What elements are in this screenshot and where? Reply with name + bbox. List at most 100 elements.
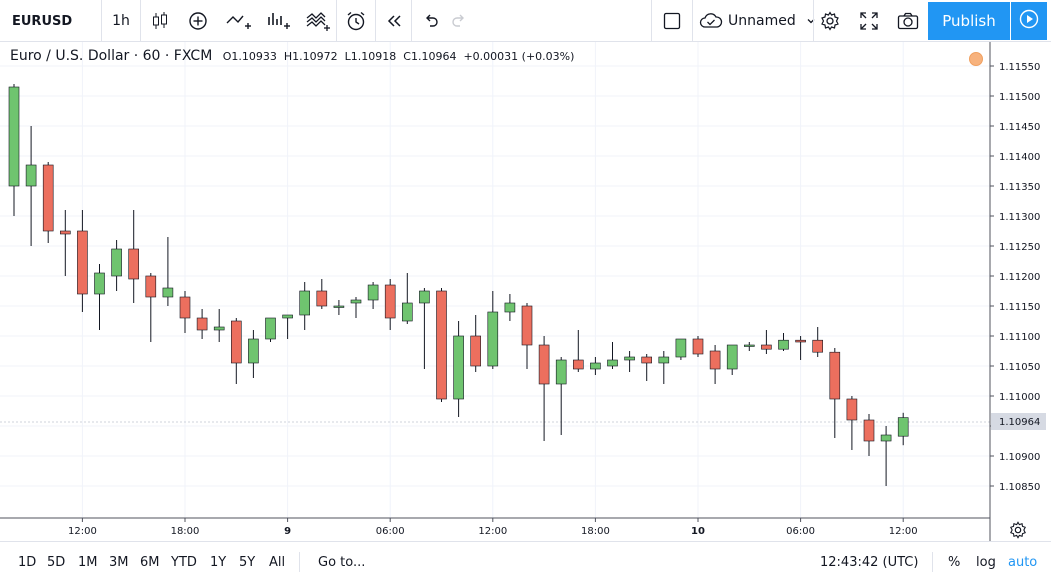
candle	[128, 210, 139, 303]
undo-button[interactable]	[417, 0, 445, 42]
toolbar-divider	[375, 0, 376, 42]
range-all[interactable]: All	[269, 554, 286, 570]
candle-body-down	[572, 359, 584, 370]
publish-button[interactable]: Publish	[928, 2, 1010, 40]
candle-body-down	[384, 284, 396, 319]
candle	[196, 309, 208, 339]
bar-chart-icon	[265, 11, 291, 31]
candle-body-up	[299, 290, 311, 316]
candle	[299, 282, 311, 330]
candle	[248, 330, 259, 378]
candle-body-down	[77, 230, 88, 295]
toolbar-divider	[651, 0, 652, 42]
price-tick-label: 1.11250	[999, 242, 1040, 253]
alert-button[interactable]	[340, 0, 372, 42]
symbol-title[interactable]: Euro / U.S. Dollar · 60 · FXCM	[10, 48, 213, 64]
candle-body-down	[436, 290, 447, 400]
interval-button[interactable]: 1h	[112, 13, 130, 29]
expand-icon	[860, 12, 878, 30]
save-layout-button[interactable]: Unnamed	[693, 0, 815, 42]
candle	[692, 336, 704, 357]
candle	[265, 317, 276, 342]
publish-options-button[interactable]	[1011, 2, 1047, 40]
time-tick-label: 10	[691, 526, 705, 537]
candle-body-up	[778, 339, 789, 350]
candle	[94, 264, 105, 330]
axis-settings-button[interactable]	[1009, 521, 1027, 539]
symbol-search[interactable]: EURUSD	[12, 13, 73, 29]
candle-body-down	[812, 339, 824, 353]
price-tick-label: 1.11500	[999, 92, 1040, 103]
replay-button[interactable]	[380, 0, 410, 42]
auto-toggle[interactable]: auto	[1008, 554, 1038, 570]
compare-button[interactable]	[222, 0, 254, 42]
candle-body-up	[401, 302, 413, 322]
add-indicator-icon	[188, 11, 208, 31]
range-ytd[interactable]: YTD	[171, 554, 197, 570]
toolbar-divider	[101, 0, 102, 42]
candle-body-down	[42, 164, 54, 232]
candle	[812, 327, 824, 357]
candle	[521, 303, 533, 369]
toolbar-divider	[336, 0, 337, 42]
price-tick-label: 1.11400	[999, 152, 1040, 163]
range-5y[interactable]: 5Y	[239, 554, 256, 570]
candle-body-down	[59, 230, 71, 235]
candle	[282, 314, 293, 339]
time-tick-label: 18:00	[581, 526, 610, 537]
candle	[709, 345, 721, 384]
open-value: O1.10933	[222, 50, 277, 63]
settings-button[interactable]	[815, 0, 845, 42]
candle-body-up	[265, 317, 276, 340]
price-tick-label: 1.11450	[999, 122, 1040, 133]
replay-icon	[385, 13, 405, 29]
candle-body-up	[504, 302, 516, 313]
price-tick-label: 1.10900	[999, 452, 1040, 463]
candle	[607, 342, 618, 369]
fullscreen-square-icon	[663, 12, 681, 30]
layout-button[interactable]	[656, 0, 688, 42]
time-tick-label: 12:00	[478, 526, 507, 537]
candle-body-down	[863, 419, 875, 442]
alert-icon	[345, 10, 367, 32]
price-tick-label: 1.11050	[999, 362, 1040, 373]
price-tick-label: 1.11550	[999, 62, 1040, 73]
price-chart[interactable]: 1.11550 1.11500 1.11450 1.11400 1.11350 1.113…	[0, 42, 1051, 541]
time-axis[interactable]: 12:00 18:00 9 06:00 12:00 18:00 10 06:00 12:00	[68, 518, 918, 537]
candlestick-series	[8, 84, 909, 486]
candle	[145, 273, 157, 342]
goto-button[interactable]: Go to...	[318, 554, 366, 570]
price-tick-label: 1.11200	[999, 272, 1040, 283]
snapshot-button[interactable]	[892, 0, 924, 42]
low-value: L1.10918	[344, 50, 397, 63]
indicators-button[interactable]	[262, 0, 294, 42]
candle	[384, 279, 396, 330]
range-1m[interactable]: 1M	[78, 554, 98, 570]
fullscreen-button[interactable]	[853, 0, 885, 42]
percent-toggle[interactable]: %	[948, 554, 961, 570]
templates-icon	[305, 10, 331, 32]
range-6m[interactable]: 6M	[140, 554, 160, 570]
candle-body-up	[590, 362, 601, 370]
bottom-toolbar: 1D 5D 1M 3M 6M YTD 1Y 5Y All Go to... 12…	[0, 541, 1051, 584]
templates-button[interactable]	[302, 0, 334, 42]
range-1y[interactable]: 1Y	[210, 554, 227, 570]
range-3m[interactable]: 3M	[109, 554, 129, 570]
add-indicator-button[interactable]	[183, 0, 213, 42]
range-5d[interactable]: 5D	[47, 554, 66, 570]
candle-body-up	[880, 434, 892, 442]
candle	[487, 291, 499, 369]
chart-type-button[interactable]	[145, 0, 175, 42]
compare-icon	[225, 11, 251, 31]
candle	[111, 240, 122, 291]
price-tick-label: 1.11350	[999, 182, 1040, 193]
candle-body-up	[675, 338, 687, 358]
redo-button[interactable]	[445, 0, 473, 42]
range-1d[interactable]: 1D	[18, 554, 37, 570]
market-status-indicator[interactable]	[969, 52, 983, 66]
utc-clock[interactable]: 12:43:42 (UTC)	[820, 554, 919, 570]
toolbar-divider	[140, 0, 141, 42]
time-tick-label: 12:00	[889, 526, 918, 537]
price-tick-label: 1.11300	[999, 212, 1040, 223]
log-toggle[interactable]: log	[976, 554, 996, 570]
